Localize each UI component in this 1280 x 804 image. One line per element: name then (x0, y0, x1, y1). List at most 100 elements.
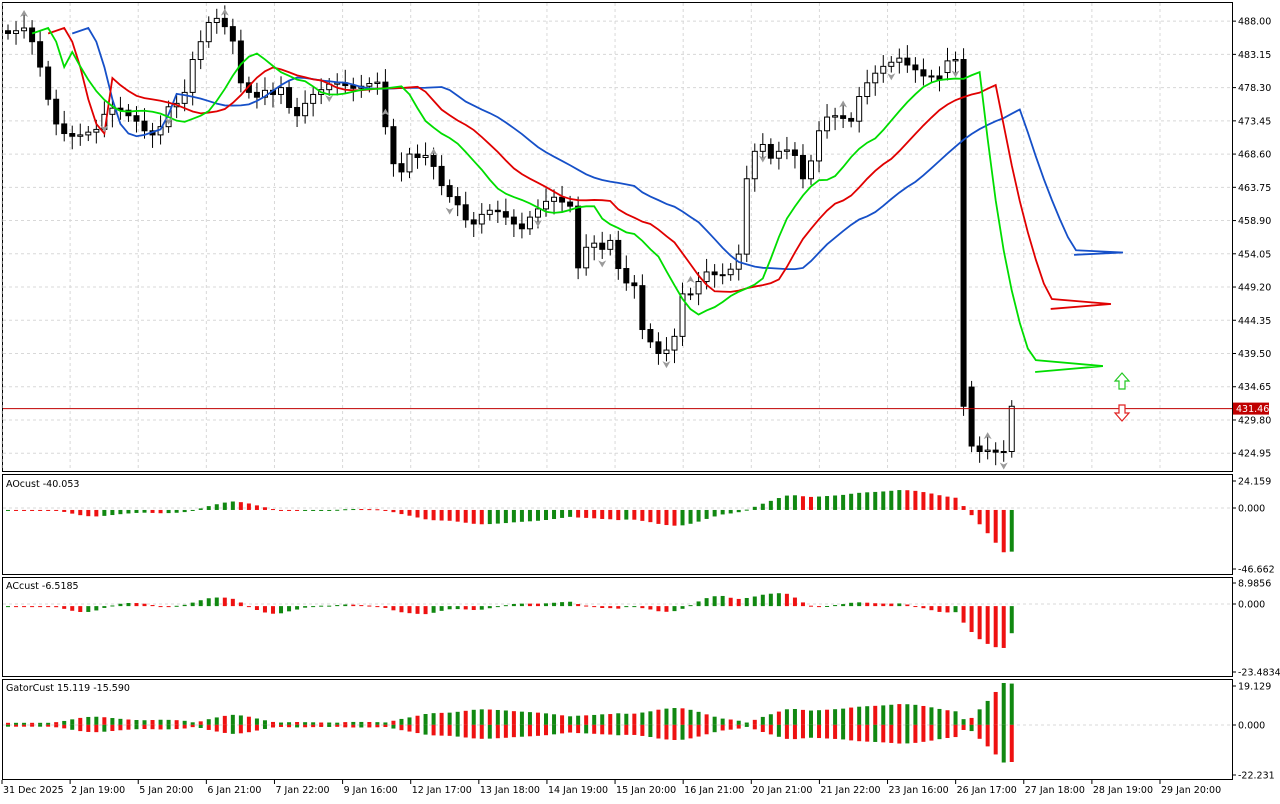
candle-body (181, 91, 188, 104)
candle-body (623, 268, 630, 284)
gator-histogram-bar (455, 724, 460, 737)
ac-histogram-bar (351, 604, 356, 607)
ao-histogram-bar (656, 509, 661, 524)
candle-body (607, 239, 614, 250)
gator-histogram-bar (447, 712, 452, 725)
time-label: 15 Jan 20:00 (616, 785, 676, 796)
candle-body (551, 196, 558, 202)
gator-histogram-bar (616, 713, 621, 725)
ac-histogram-bar (150, 605, 155, 607)
ao-histogram-bar (953, 497, 958, 510)
fractal-up-icon (429, 148, 438, 156)
gator-histogram-bar (544, 713, 549, 725)
gator-histogram-bar (881, 705, 886, 725)
ac-histogram-bar (487, 606, 492, 609)
fractal-down-icon (445, 207, 454, 215)
ac-histogram-bar (736, 598, 741, 607)
ao-histogram-bar (624, 509, 629, 520)
ac-histogram-bar (134, 603, 139, 607)
gator-histogram-bar (889, 724, 894, 743)
ac-histogram-bar (463, 606, 468, 610)
ac-histogram-bar (110, 605, 115, 607)
time-label: 23 Jan 16:00 (889, 785, 949, 796)
candle-body (711, 271, 718, 276)
price-tick-label: 463.75 (1238, 183, 1271, 194)
fractal-up-icon (686, 275, 695, 283)
candle-body (229, 26, 236, 42)
ac-histogram-bar (784, 593, 789, 607)
gator-histogram-bar (102, 724, 107, 732)
ac-histogram-bar (1001, 606, 1006, 648)
fractal-down-icon (100, 125, 109, 133)
candle-body (486, 209, 493, 215)
gator-histogram-bar (792, 724, 797, 740)
gator-histogram-bar (519, 724, 524, 737)
ao-panel-frame (2, 474, 1233, 575)
gator-histogram-bar (86, 724, 91, 732)
gator-histogram-bar (1001, 683, 1006, 725)
gator-histogram-bar (527, 712, 532, 725)
time-label: 29 Jan 20:00 (1161, 785, 1221, 796)
candle-body (904, 57, 911, 66)
candle-body (382, 81, 389, 128)
gator-histogram-bar (913, 724, 918, 743)
gator-histogram-bar (270, 724, 275, 728)
gator-histogram-bar (102, 717, 107, 725)
ac-histogram-bar (768, 593, 773, 607)
gator-histogram-bar (110, 718, 115, 725)
candle-body (21, 27, 28, 32)
gator-histogram-bar (809, 710, 813, 725)
gator-histogram-bar (945, 710, 950, 725)
candle-body (133, 115, 140, 122)
ac-histogram-bar (14, 606, 19, 608)
gator-histogram-bar (841, 724, 846, 740)
gator-histogram-bar (720, 724, 725, 731)
gator-histogram-bar (873, 724, 878, 742)
ac-histogram-bar (407, 606, 412, 614)
ac-histogram-bar (527, 603, 532, 607)
gator-histogram-bar (118, 718, 123, 725)
indicator-tick-label: -23.4834 (1238, 668, 1280, 679)
gator-histogram-bar (22, 724, 27, 727)
ac-histogram-bar (600, 606, 605, 608)
gator-histogram-bar (262, 720, 267, 725)
gator-histogram-bar (22, 722, 27, 725)
ac-histogram-bar (46, 606, 51, 608)
ao-histogram-bar (238, 502, 243, 510)
ao-histogram-bar (519, 509, 524, 522)
gator-histogram-bar (319, 724, 324, 727)
gator-histogram-bar (246, 724, 251, 733)
ao-histogram-bar (343, 509, 348, 511)
ao-histogram-bar (993, 509, 998, 543)
gator-histogram-bar (921, 724, 926, 742)
ac-histogram-bar (222, 597, 227, 607)
ao-histogram-bar (6, 509, 10, 511)
ao-histogram-bar (391, 509, 396, 513)
price-tick-label: 449.20 (1238, 283, 1271, 294)
gator-histogram-bar (688, 724, 693, 739)
time-label: 2 Jan 19:00 (71, 785, 125, 796)
ac-histogram-bar (295, 606, 300, 610)
candle-body (5, 30, 11, 34)
ao-histogram-bar (584, 509, 589, 518)
gator-histogram-bar (94, 716, 99, 725)
fractal-up-icon (839, 100, 848, 108)
ao-histogram-bar (865, 492, 870, 510)
gator-histogram-bar (230, 724, 235, 734)
candle-body (808, 160, 814, 180)
ao-histogram-bar (817, 496, 822, 510)
gator-histogram-bar (407, 717, 412, 725)
candle-body (406, 153, 413, 173)
gator-histogram-bar (817, 710, 822, 725)
indicator-tick-label: -22.231 (1238, 771, 1275, 782)
gator-histogram-bar (38, 722, 43, 725)
ac-histogram-bar (560, 602, 565, 607)
ao-histogram-bar (849, 493, 854, 510)
ao-histogram-bar (945, 496, 950, 510)
ac-histogram-bar (873, 603, 878, 607)
ac-histogram-bar (1009, 606, 1014, 634)
ao-histogram-bar (1009, 509, 1014, 552)
candle-body (29, 27, 36, 43)
gator-histogram-bar (479, 724, 484, 739)
gator-histogram-bar (768, 724, 773, 735)
